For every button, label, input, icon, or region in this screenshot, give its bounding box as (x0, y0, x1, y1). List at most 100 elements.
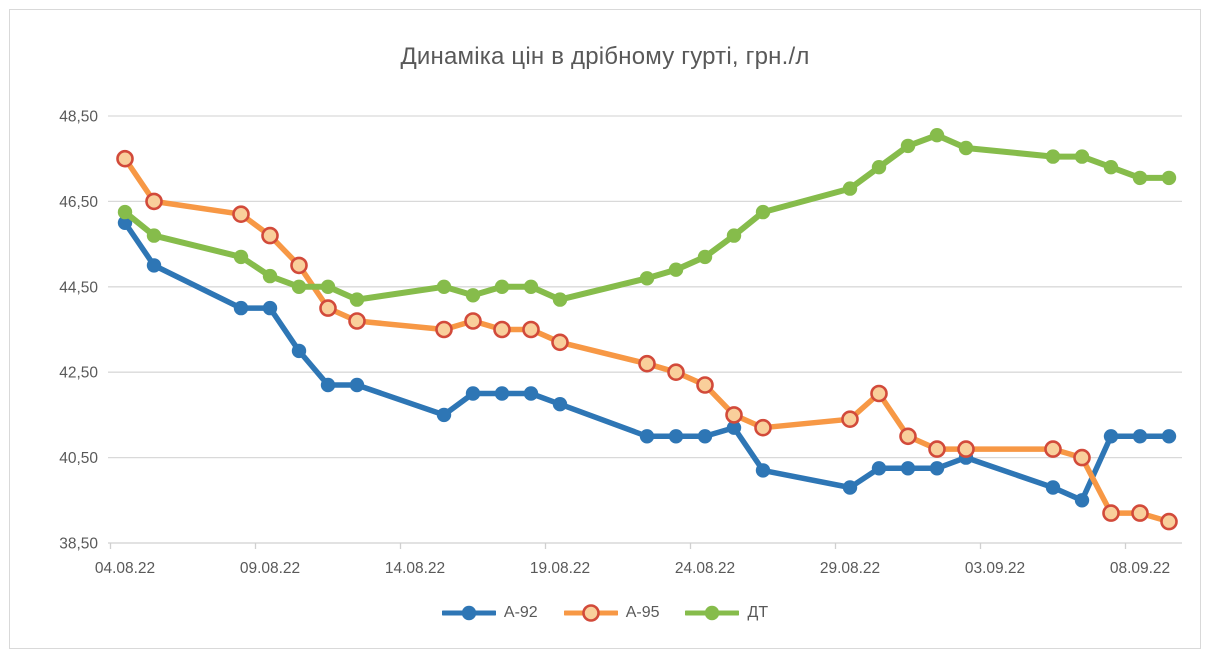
series-marker-0 (494, 386, 510, 401)
series-marker-2 (871, 160, 887, 175)
series-marker-2 (1103, 160, 1119, 175)
series-marker-0 (1045, 480, 1061, 495)
x-axis-tick-label: 24.08.22 (675, 560, 735, 577)
series-marker-0 (262, 300, 278, 316)
series-marker-0 (842, 480, 858, 495)
legend-label: ДТ (747, 604, 769, 621)
series-marker-2 (1161, 170, 1177, 186)
series-marker-1 (261, 226, 279, 245)
x-axis-tick-label: 29.08.22 (820, 560, 880, 577)
x-axis-tick-label: 14.08.22 (385, 560, 445, 577)
series-marker-1 (290, 256, 308, 275)
series-marker-1 (1073, 448, 1091, 467)
series-marker-1 (841, 410, 859, 429)
series-marker-0 (900, 461, 916, 476)
series-marker-2 (1132, 170, 1148, 186)
series-marker-2 (958, 140, 974, 156)
series-marker-2 (494, 279, 510, 294)
series-marker-0 (465, 386, 481, 401)
series-marker-2 (668, 262, 684, 277)
legend-item-1[interactable]: А-95 (563, 602, 660, 624)
series-marker-0 (523, 386, 539, 401)
series-marker-0 (697, 429, 713, 444)
chart-legend: А-92 А-95 ДТ (10, 602, 1200, 624)
series-marker-1 (754, 418, 772, 437)
series-marker-0 (291, 343, 307, 359)
series-marker-0 (726, 420, 742, 435)
series-marker-2 (929, 128, 945, 143)
series-marker-1 (1102, 504, 1120, 522)
series-marker-1 (957, 440, 975, 458)
legend-item-2[interactable]: ДТ (685, 602, 768, 624)
series-marker-2 (233, 249, 249, 265)
series-marker-1 (145, 192, 163, 211)
series-marker-2 (639, 271, 655, 286)
series-marker-0 (552, 397, 568, 412)
legend-marker-icon (563, 604, 618, 622)
series-marker-2 (146, 228, 162, 243)
legend-marker-icon (685, 605, 740, 621)
series-marker-2 (320, 279, 336, 294)
series-marker-1 (696, 376, 714, 394)
series-marker-2 (117, 204, 133, 220)
y-axis-tick-label: 38,50 (59, 536, 98, 553)
series-marker-0 (639, 429, 655, 444)
series-marker-0 (436, 407, 452, 423)
legend-label: А-92 (503, 604, 538, 621)
series-marker-1 (667, 363, 685, 382)
series-marker-2 (465, 288, 481, 303)
series-marker-0 (117, 215, 133, 230)
series-marker-2 (726, 228, 742, 243)
x-axis-tick-label: 08.09.22 (1110, 560, 1170, 577)
series-marker-1 (522, 320, 540, 339)
series-marker-1 (1160, 512, 1178, 531)
series-marker-1 (493, 320, 511, 339)
x-axis-tick-label: 19.08.22 (530, 560, 590, 577)
y-axis-tick-label: 46,50 (59, 194, 98, 211)
series-marker-2 (552, 292, 568, 307)
series-marker-0 (1074, 493, 1090, 508)
series-marker-0 (320, 377, 336, 393)
series-marker-1 (1131, 504, 1149, 522)
series-marker-1 (348, 312, 366, 330)
series-marker-2 (842, 181, 858, 196)
series-marker-1 (638, 354, 656, 373)
x-axis-tick-label: 04.08.22 (95, 560, 155, 577)
series-marker-1 (551, 333, 569, 352)
line-chart-plot: 38,50 40,50 42,50 44,50 46,50 48,50 04.08.22 09… (59, 109, 1182, 577)
y-axis-tick-label: 48,50 (59, 109, 98, 126)
series-marker-2 (262, 268, 278, 284)
series-marker-2 (523, 279, 539, 294)
y-axis-tick-label: 40,50 (59, 450, 98, 467)
series-marker-2 (697, 249, 713, 265)
series-marker-0 (668, 429, 684, 444)
series-marker-1 (319, 299, 337, 317)
series-marker-2 (900, 138, 916, 154)
series-marker-0 (755, 463, 771, 478)
series-marker-1 (232, 205, 250, 223)
legend-label: А-95 (625, 604, 660, 621)
series-marker-0 (929, 461, 945, 476)
legend-marker-icon (441, 605, 496, 621)
series-marker-2 (1074, 149, 1090, 164)
series-marker-1 (928, 440, 946, 458)
y-axis-tick-label: 44,50 (59, 279, 98, 296)
chart-title: Динаміка цін в дрібному гурті, грн./л (400, 43, 810, 70)
chart-frame: Динаміка цін в дрібному гурті, грн./л 38… (9, 9, 1201, 649)
series-marker-0 (146, 258, 162, 273)
x-axis-tick-label: 03.09.22 (965, 560, 1025, 577)
y-axis-tick-label: 42,50 (59, 365, 98, 382)
series-line-1 (122, 155, 1172, 525)
series-marker-1 (725, 406, 743, 424)
series-marker-2 (436, 279, 452, 294)
series-marker-0 (233, 300, 249, 316)
series-marker-0 (871, 461, 887, 476)
series-marker-1 (899, 427, 917, 446)
series-marker-1 (870, 384, 888, 403)
series-marker-0 (349, 377, 365, 393)
series-marker-0 (1161, 429, 1177, 444)
series-marker-2 (291, 279, 307, 294)
series-marker-0 (1132, 429, 1148, 444)
legend-item-0[interactable]: А-92 (441, 602, 538, 624)
series-marker-1 (464, 312, 482, 330)
